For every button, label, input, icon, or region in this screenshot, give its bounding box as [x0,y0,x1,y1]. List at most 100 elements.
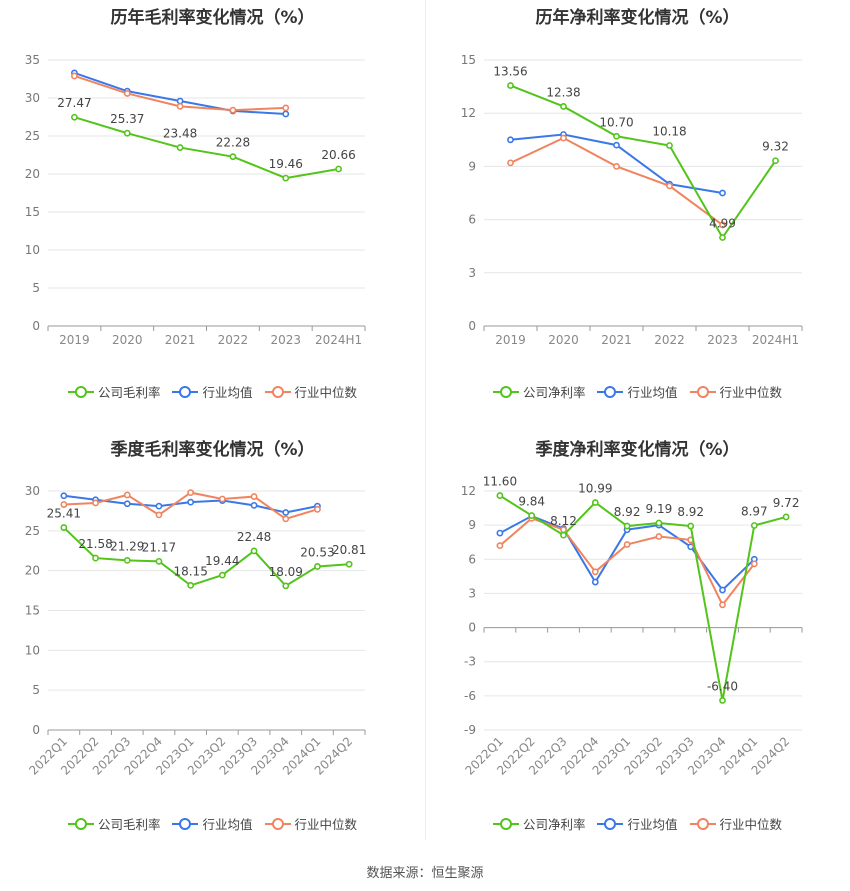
chart-legend: 公司毛利率 行业均值 行业中位数 [0,814,425,834]
y-tick-label: 25 [25,524,40,538]
chart-legend: 公司净利率 行业均值 行业中位数 [425,814,850,834]
legend-label: 行业中位数 [294,385,358,400]
data-point [92,499,99,507]
chart-title: 季度毛利率变化情况（%） [110,440,315,460]
data-label: 23.48 [163,127,197,141]
x-tick-label: 2019 [495,333,526,347]
y-tick-label: 30 [25,484,40,498]
y-tick-label: 15 [461,53,476,67]
data-point [71,72,78,80]
data-point [123,500,131,508]
x-tick-label: 2023 [270,333,301,347]
chart-title: 历年净利率变化情况（%） [535,8,740,28]
legend-item[interactable]: 公司毛利率 [67,814,160,833]
data-point [496,529,504,537]
legend-item[interactable]: 公司毛利率 [67,382,161,401]
data-label: 20.66 [321,148,355,162]
data-label: 18.09 [269,565,303,579]
legend-item[interactable]: 行业中位数 [264,814,357,833]
legend-item[interactable]: 行业中位数 [689,814,782,833]
panel-divider [425,0,426,840]
data-label: 25.41 [47,507,81,521]
y-tick-label: 0 [468,621,476,635]
x-tick-label: 2020 [112,333,143,347]
data-label: 8.92 [677,505,704,519]
data-point [218,495,226,503]
data-label: 21.58 [78,537,112,551]
legend-marker-icon [172,385,199,399]
data-point [560,103,567,110]
legend-label: 行业均值 [627,385,678,400]
data-point [282,582,290,590]
legend-label: 公司净利率 [522,385,586,400]
data-label: 10.99 [578,481,612,495]
legend-item[interactable]: 行业均值 [172,814,253,833]
y-tick-label: 0 [32,723,40,737]
annual-net-margin-panel: 历年净利率变化情况（%） 0 3 6 9 12 15 2019 2020 2021 2022 202… [425,0,850,430]
legend-label: 公司毛利率 [97,385,161,400]
data-point [591,578,599,586]
data-point [60,524,68,531]
x-tick-label: 2023 [707,333,738,347]
data-point [719,221,726,229]
legend-item[interactable]: 行业均值 [597,382,678,401]
legend-item[interactable]: 公司净利率 [492,814,585,833]
legend-marker-icon [172,817,199,831]
y-tick-label: 30 [25,91,40,105]
data-label: 19.46 [269,157,303,171]
chart-title: 季度净利率变化情况（%） [535,440,740,460]
quarterly-gross-margin-chart: 0510152025302022Q12022Q22022Q32022Q42023… [25,484,367,778]
quarterly-gross-margin-panel: 季度毛利率变化情况（%） 0 5 10 15 20 25 30 2022Q1 2022Q2 202… [0,432,425,862]
data-label: 10.18 [652,124,686,138]
data-label: 10.70 [599,115,633,129]
legend-item[interactable]: 行业中位数 [689,382,783,401]
legend-marker-icon [689,385,716,399]
chart-legend: 公司毛利率 行业均值 行业中位数 [0,382,425,402]
y-tick-label: 10 [25,643,40,657]
data-label: 13.56 [493,65,527,79]
data-point [282,174,290,182]
legend-item[interactable]: 公司净利率 [492,382,586,401]
x-tick-label: 2021 [601,333,632,347]
chart-legend: 公司净利率 行业均值 行业中位数 [425,382,850,402]
data-point [560,134,567,142]
y-tick-label: 3 [468,266,476,280]
data-point [187,582,195,589]
x-tick-label: 2021 [165,333,196,347]
legend-marker-icon [492,385,519,399]
data-point [719,189,726,197]
data-point [71,113,78,121]
data-point [282,509,290,516]
data-label: 21.17 [142,540,176,554]
data-point [719,234,726,241]
data-point [282,104,290,112]
data-point [719,586,726,594]
data-label: 8.92 [614,505,641,519]
legend-label: 行业均值 [202,385,253,400]
y-tick-label: -3 [464,655,476,669]
data-label: 4.99 [709,217,736,231]
data-label: 19.44 [205,554,239,568]
legend-item[interactable]: 行业中位数 [264,382,358,401]
legend-marker-icon [67,385,94,399]
data-point [666,182,673,190]
data-label: 12.38 [546,85,580,99]
data-point [123,491,131,499]
legend-item[interactable]: 行业均值 [597,814,678,833]
data-point [687,522,695,530]
y-tick-label: 15 [25,205,40,219]
data-point [155,557,163,565]
legend-marker-icon [67,817,94,831]
legend-item[interactable]: 行业均值 [172,382,253,401]
data-point [623,522,631,530]
data-point [229,153,237,161]
y-tick-label: 5 [32,281,40,295]
data-point [507,82,514,89]
data-point [155,502,163,510]
data-point [335,165,342,173]
legend-label: 行业中位数 [719,385,783,400]
data-point [750,522,758,529]
data-point [229,106,237,114]
data-label: 27.47 [57,96,91,110]
data-point [250,547,258,555]
